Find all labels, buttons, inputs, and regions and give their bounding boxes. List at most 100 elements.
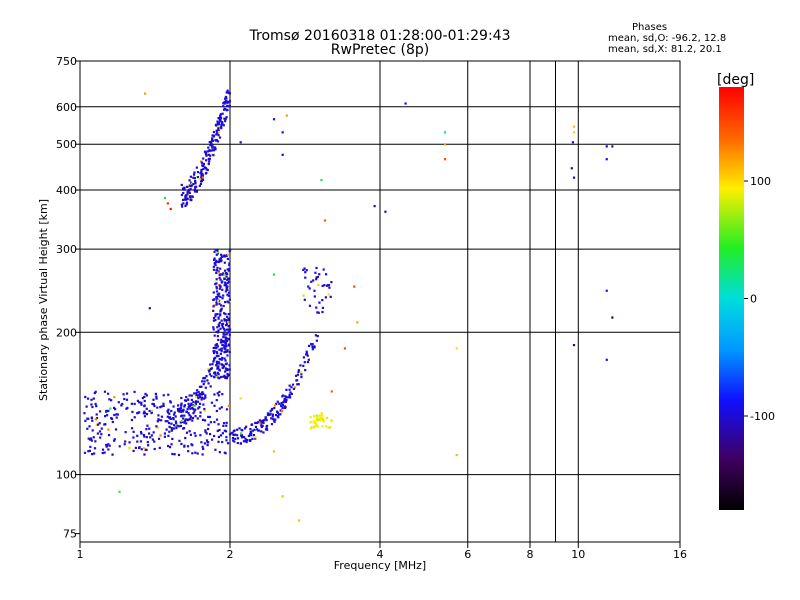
data-point [170, 422, 173, 425]
data-point [219, 267, 222, 270]
data-point [226, 315, 229, 319]
data-point [117, 401, 120, 404]
data-point [264, 416, 267, 419]
data-point [216, 392, 219, 395]
data-point [220, 349, 223, 353]
data-point [212, 154, 215, 157]
data-point [198, 393, 201, 396]
data-point [216, 429, 219, 432]
data-point [260, 424, 263, 427]
data-point [215, 129, 218, 132]
data-point [213, 257, 216, 260]
data-point [223, 101, 226, 104]
data-point [89, 437, 93, 440]
data-point [217, 323, 220, 326]
data-point [190, 398, 193, 402]
data-point [193, 171, 196, 174]
y-tick-label: 300 [56, 243, 77, 256]
data-point [186, 418, 189, 422]
y-tick-label: 100 [56, 469, 77, 482]
data-point [219, 304, 223, 307]
data-point [218, 117, 221, 120]
data-point [202, 376, 205, 380]
data-point [325, 425, 328, 428]
data-point [302, 356, 306, 359]
data-point [140, 448, 143, 451]
data-point [208, 432, 212, 436]
data-point [264, 417, 267, 420]
data-point [113, 406, 116, 410]
data-point [182, 426, 186, 430]
data-point [124, 431, 127, 434]
data-point [186, 195, 189, 198]
data-point [215, 399, 218, 402]
data-point [320, 179, 323, 182]
data-point [304, 271, 307, 274]
data-point [271, 415, 274, 418]
data-point [276, 414, 279, 418]
data-point [316, 275, 319, 279]
data-point [191, 406, 194, 410]
data-point [122, 393, 125, 396]
data-point [220, 319, 223, 322]
data-point [173, 424, 176, 427]
data-point [183, 404, 187, 407]
data-point [227, 313, 230, 316]
data-point [250, 423, 254, 426]
y-tick-label: 200 [56, 326, 77, 339]
data-point [194, 400, 198, 403]
data-point [221, 297, 224, 300]
data-point [311, 348, 314, 351]
data-point [193, 186, 197, 189]
data-point [212, 434, 216, 438]
data-point [145, 428, 148, 431]
data-point [224, 344, 227, 348]
data-point [159, 434, 162, 437]
data-point [297, 519, 301, 522]
data-point [318, 301, 321, 304]
data-point [196, 400, 200, 403]
data-point [228, 368, 231, 371]
data-point [146, 441, 149, 444]
data-point [203, 409, 206, 413]
data-point [227, 269, 231, 272]
data-point [330, 419, 333, 422]
data-point [84, 395, 87, 399]
data-point [322, 418, 325, 421]
data-point [308, 304, 312, 307]
data-point [187, 406, 190, 409]
data-point [305, 350, 308, 353]
data-point [227, 404, 230, 408]
data-point [284, 395, 288, 399]
data-point [611, 316, 614, 319]
data-point [94, 440, 97, 443]
data-point [105, 443, 108, 447]
data-point [215, 343, 218, 346]
data-point [329, 426, 332, 429]
data-point [324, 296, 327, 299]
data-point [286, 396, 290, 399]
data-point [321, 425, 324, 428]
data-point [159, 406, 162, 409]
data-point [225, 322, 229, 325]
data-point [174, 420, 178, 423]
data-point [224, 97, 227, 100]
data-point [220, 127, 223, 130]
data-point [214, 146, 217, 149]
data-point [443, 131, 447, 134]
data-point [145, 394, 148, 397]
data-point [140, 401, 143, 404]
data-point [205, 159, 208, 162]
data-point [302, 364, 305, 367]
data-point [201, 176, 204, 179]
data-point [160, 419, 163, 422]
data-point [107, 409, 110, 413]
data-point [176, 409, 180, 412]
data-point [224, 324, 228, 327]
data-point [309, 416, 312, 419]
data-point [221, 288, 224, 291]
data-point [222, 327, 226, 330]
data-point [204, 430, 207, 433]
data-point [217, 361, 220, 364]
data-point [130, 402, 134, 405]
